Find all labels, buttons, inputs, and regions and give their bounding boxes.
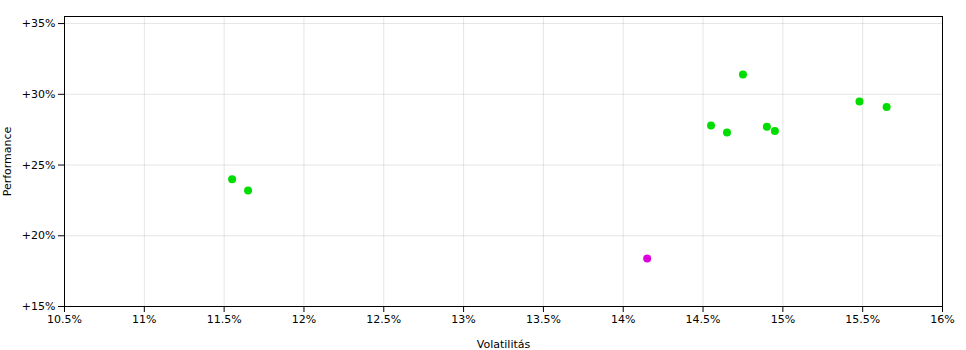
svg-text:11.5%: 11.5% [207, 313, 242, 326]
svg-text:15.5%: 15.5% [845, 313, 880, 326]
svg-text:12%: 12% [292, 313, 316, 326]
svg-text:+15%: +15% [22, 300, 56, 313]
svg-text:+20%: +20% [22, 229, 56, 242]
svg-text:14.5%: 14.5% [686, 313, 721, 326]
svg-text:+35%: +35% [22, 17, 56, 30]
svg-text:15%: 15% [771, 313, 795, 326]
svg-text:11%: 11% [132, 313, 156, 326]
svg-text:Performance: Performance [1, 126, 14, 196]
svg-text:Volatilitás: Volatilitás [477, 338, 531, 350]
svg-text:10.5%: 10.5% [47, 313, 82, 326]
svg-text:14%: 14% [611, 313, 635, 326]
svg-text:+25%: +25% [22, 159, 56, 172]
svg-text:16%: 16% [930, 313, 954, 326]
svg-text:13.5%: 13.5% [526, 313, 561, 326]
svg-text:+30%: +30% [22, 88, 56, 101]
svg-text:13%: 13% [451, 313, 475, 326]
svg-text:12.5%: 12.5% [366, 313, 401, 326]
